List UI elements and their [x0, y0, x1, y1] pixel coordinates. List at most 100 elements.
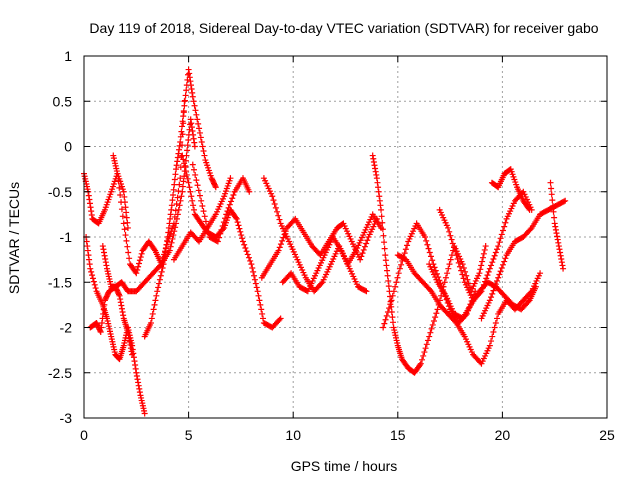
data-point-marker	[445, 224, 452, 231]
data-point-marker	[186, 184, 193, 191]
data-point-marker	[172, 171, 179, 178]
data-point-marker	[169, 197, 176, 204]
data-point-marker	[256, 297, 263, 304]
data-point-marker	[217, 230, 224, 237]
data-point-marker	[378, 213, 385, 220]
data-point-marker	[384, 272, 391, 279]
data-point-marker	[423, 237, 430, 244]
y-tick-label: -2.5	[48, 365, 72, 381]
data-point-marker	[190, 166, 197, 173]
data-point-marker	[152, 297, 159, 304]
data-point-marker	[385, 283, 392, 290]
data-point-marker	[429, 257, 436, 264]
data-point-marker	[446, 261, 453, 268]
data-point-marker	[175, 188, 182, 195]
data-point-marker	[183, 171, 190, 178]
data-point-marker	[432, 267, 439, 274]
data-point-marker	[213, 237, 220, 244]
series-track-12	[279, 234, 370, 295]
data-point-marker	[423, 341, 430, 348]
data-point-marker	[525, 205, 532, 212]
data-point-marker	[427, 253, 434, 260]
data-point-marker	[490, 255, 497, 262]
data-point-marker	[446, 228, 453, 235]
data-point-marker	[453, 252, 460, 259]
data-point-marker	[401, 250, 408, 257]
data-point-marker	[171, 181, 178, 188]
data-point-marker	[448, 236, 455, 243]
data-point-marker	[175, 206, 182, 213]
data-point-marker	[212, 184, 219, 191]
data-point-marker	[216, 234, 223, 241]
data-point-marker	[433, 270, 440, 277]
data-point-marker	[219, 223, 226, 230]
data-point-marker	[170, 191, 177, 198]
data-point-marker	[488, 338, 495, 345]
data-point-marker	[255, 292, 262, 299]
data-point-marker	[125, 249, 132, 256]
data-point-marker	[178, 193, 185, 200]
data-point-marker	[182, 164, 189, 171]
data-points	[81, 66, 569, 417]
data-point-marker	[381, 239, 388, 246]
data-point-marker	[159, 265, 166, 272]
data-point-marker	[124, 219, 131, 226]
data-point-marker	[395, 270, 402, 277]
data-point-marker	[182, 97, 189, 104]
data-point-marker	[179, 118, 186, 125]
data-point-marker	[244, 251, 251, 258]
data-point-marker	[382, 316, 389, 323]
data-point-marker	[476, 270, 483, 277]
data-point-marker	[394, 274, 401, 281]
data-point-marker	[492, 249, 499, 256]
data-point-marker	[121, 193, 128, 200]
data-point-marker	[392, 283, 399, 290]
data-point-marker	[220, 219, 227, 226]
data-point-marker	[123, 214, 130, 221]
data-point-marker	[483, 275, 490, 282]
data-point-marker	[194, 182, 201, 189]
data-point-marker	[452, 318, 459, 325]
data-point-marker	[115, 177, 122, 184]
data-point-marker	[465, 280, 472, 287]
data-point-marker	[447, 232, 454, 239]
data-point-marker	[180, 178, 187, 185]
data-point-marker	[192, 107, 199, 114]
data-point-marker	[118, 206, 125, 213]
data-point-marker	[499, 261, 506, 268]
data-point-marker	[259, 310, 266, 317]
data-point-marker	[548, 185, 555, 192]
data-point-marker	[184, 175, 191, 182]
data-point-marker	[119, 213, 126, 220]
data-point-marker	[525, 298, 532, 305]
data-point-marker	[444, 270, 451, 277]
y-axis-label: SDTVAR / TECUs	[6, 182, 22, 294]
data-point-marker	[492, 319, 499, 326]
data-point-marker	[547, 179, 554, 186]
data-point-marker	[389, 292, 396, 299]
data-point-marker	[426, 249, 433, 256]
data-point-marker	[181, 102, 188, 109]
data-point-marker	[433, 310, 440, 317]
data-point-marker	[179, 183, 186, 190]
data-point-marker	[358, 253, 365, 260]
data-point-marker	[236, 225, 243, 232]
data-point-marker	[422, 345, 429, 352]
data-point-marker	[491, 324, 498, 331]
data-point-marker	[151, 301, 158, 308]
data-point-marker	[179, 188, 186, 195]
data-point-marker	[170, 232, 177, 239]
data-point-marker	[387, 301, 394, 308]
data-point-marker	[172, 207, 179, 214]
data-point-marker	[190, 98, 197, 105]
data-point-marker	[460, 275, 467, 282]
y-tick-label: 1	[64, 48, 72, 64]
data-point-marker	[141, 410, 148, 417]
data-point-marker	[396, 265, 403, 272]
data-point-marker	[194, 116, 201, 123]
data-point-marker	[114, 170, 121, 177]
data-point-marker	[133, 270, 140, 277]
data-point-marker	[184, 147, 191, 154]
data-point-marker	[237, 228, 244, 235]
